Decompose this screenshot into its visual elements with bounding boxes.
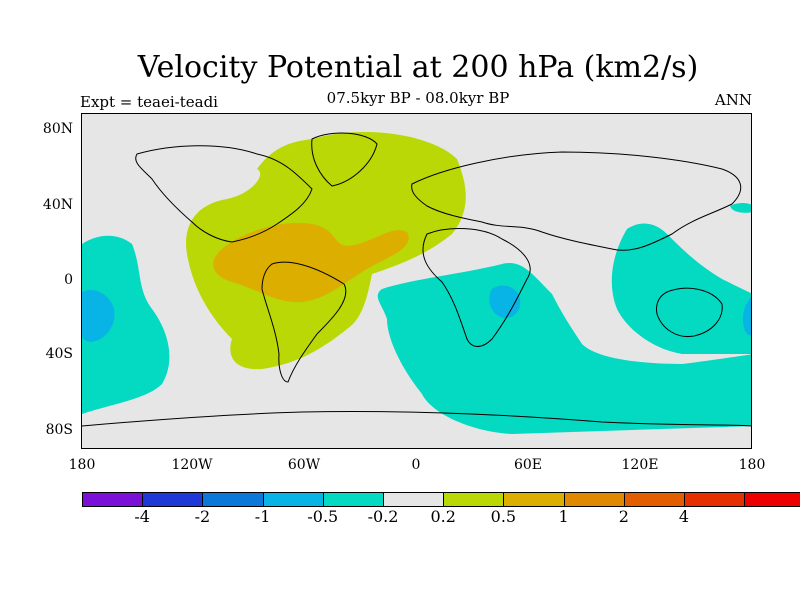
- colorbar-label: 4: [678, 507, 690, 526]
- experiment-label: Expt = teaei-teadi: [80, 93, 218, 111]
- negative-contour-0.5-madagascar: [489, 285, 521, 318]
- negative-contour-0.5-east: [742, 297, 751, 336]
- lat-label-40s: 40S: [45, 346, 73, 362]
- colorbar-swatch: [624, 493, 685, 506]
- contour-map: [82, 114, 751, 448]
- negative-contour-0.2-north-pacific: [730, 203, 751, 213]
- colorbar-swatch: [383, 493, 445, 506]
- colorbar-swatch: [504, 493, 565, 506]
- lat-label-40n: 40N: [42, 197, 73, 213]
- negative-contour-0.2-west-pacific: [82, 235, 170, 414]
- coast-greenland: [311, 132, 378, 187]
- chart-subtitle: 07.5kyr BP - 08.0kyr BP: [326, 89, 510, 107]
- colorbar-swatch: [444, 493, 505, 506]
- coastlines: [82, 132, 751, 427]
- lon-label-60e: 60E: [513, 457, 543, 473]
- colorbar-label: 2: [618, 507, 629, 526]
- colorbar-swatch: [323, 493, 384, 506]
- coast-antarctica: [82, 410, 751, 427]
- colorbar-swatch: [745, 493, 800, 506]
- colorbar: [82, 492, 800, 507]
- chart-title: Velocity Potential at 200 hPa (km2/s): [137, 50, 699, 85]
- colorbar-swatch: [143, 493, 204, 506]
- coast-north-america: [135, 145, 313, 243]
- season-label: ANN: [714, 91, 752, 109]
- colorbar-label: -2: [194, 507, 211, 526]
- coast-australia: [656, 287, 723, 338]
- coast-eurasia: [411, 151, 742, 251]
- lat-label-0: 0: [64, 272, 73, 288]
- colorbar-label: -1: [254, 507, 271, 526]
- colorbar-label: -0.2: [367, 507, 399, 526]
- colorbar-swatch: [263, 493, 324, 506]
- lon-label-180w: 180: [68, 457, 96, 473]
- map-panel: [81, 113, 752, 449]
- colorbar-swatch: [564, 493, 625, 506]
- lon-label-120w: 120W: [171, 457, 213, 473]
- coast-africa: [422, 228, 531, 347]
- lon-label-60w: 60W: [287, 457, 321, 473]
- colorbar-label: -4: [134, 507, 150, 526]
- colorbar-swatch: [203, 493, 264, 506]
- coast-south-america: [261, 261, 347, 383]
- colorbar-swatch: [684, 493, 746, 506]
- lon-label-120e: 120E: [621, 457, 659, 473]
- negative-contour-0.5-west: [82, 289, 115, 342]
- negative-contour-0.2-indian: [377, 263, 751, 434]
- colorbar-label: 0.2: [430, 507, 456, 526]
- colorbar-label: -0.5: [307, 507, 339, 526]
- lon-label-0: 0: [411, 457, 421, 473]
- lat-label-80n: 80N: [42, 121, 73, 137]
- lon-label-180e: 180: [738, 457, 766, 473]
- colorbar-label: 0.5: [490, 507, 517, 526]
- colorbar-label: 1: [558, 507, 569, 526]
- lat-label-80s: 80S: [45, 422, 73, 438]
- colorbar-swatch: [83, 493, 144, 506]
